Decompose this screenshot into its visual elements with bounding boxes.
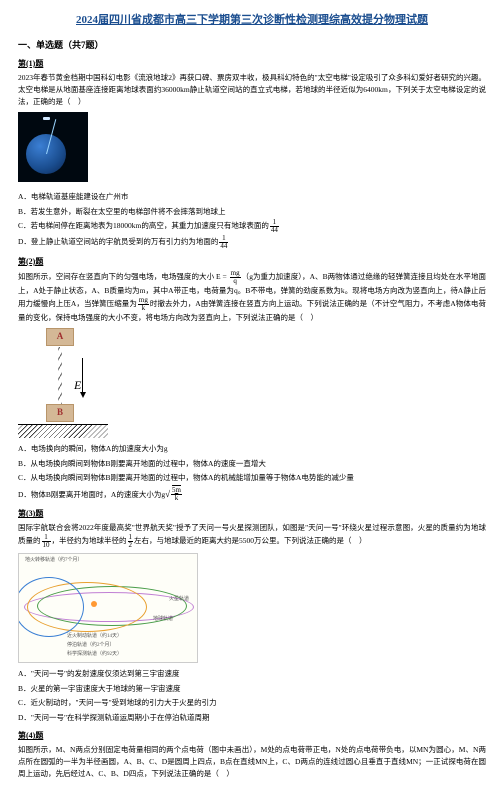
q2-header: 第(2)题 [18,256,486,268]
section-1-header: 一、单选题（共7题） [18,39,486,53]
q2-figure: A E B [18,328,486,438]
q3-frac2: 12 [127,534,135,549]
q1-d-text: D．登上静止轨道空间站的宇航员受到的万有引力约为地面的 [18,237,218,246]
fig3-label-7: 科学探测轨道（约92天） [67,651,122,659]
q1-header: 第(1)题 [18,58,486,70]
q1-option-b: B．若发生意外，断裂在太空里的电梯部件将不会摔落到地球上 [18,205,486,219]
fig3-label-mars: 火星轨道 [169,596,189,604]
q3-figure: 地火转移轨道（约7个月） 火星轨道 地球轨道 近火制动轨道（约14天） 停泊轨道… [18,553,486,663]
q3-text: 国际宇航联合会将2022年度最高奖"世界航天奖"授予了天问一号火星探测团队，如图… [18,522,486,549]
q4-header: 第(4)题 [18,730,486,742]
fig3-label-earth: 地球轨道 [153,616,173,624]
e-label: E [74,376,81,394]
sun-marker [91,601,97,607]
ground-hatch [18,424,108,438]
q2-frac2: mgk [137,297,150,312]
fig3-label-6: 停泊轨道（约2个月） [67,642,115,650]
block-b: B [46,404,74,422]
q2-option-b: B．从电场换向瞬间到物体B刚要离开地面的过程中，物体A的速度一直增大 [18,457,486,471]
q1-text: 2023年春节黄金档期中国科幻电影《流浪地球2》再获口碑、票房双丰收，极具科幻特… [18,72,486,108]
block-a: A [46,328,74,346]
q2-text-pre: 如图所示，空间存在竖直向下的匀强电场，电场强度的大小 E = [18,272,229,281]
q3-text-end: 左右，与地球最近的距离大约是5500万公里。下列说法正确的是（ ） [134,537,367,546]
spring-icon [58,347,62,404]
q3-option-a: A．"天问一号"的发射速度仅须达到第三宇宙速度 [18,667,486,681]
exam-title: 2024届四川省成都市高三下学期第三次诊断性检测理综高效提分物理试题 [18,12,486,29]
station-icon [43,117,50,120]
field-arrow-line [82,358,83,393]
q3-header: 第(3)题 [18,508,486,520]
q1-figure [18,112,486,186]
q2-option-c: C．从电场换向瞬间到物体B刚要离开地面的过程中，物体A的机械能增加量等于物体A电… [18,471,486,485]
q3-option-b: B．火星的第一宇宙速度大于地球的第一宇宙速度 [18,682,486,696]
q1-c-fraction: 144 [269,219,280,234]
q1-option-c: C．若电梯间停在距离地表为18000km的高空，其重力加速度只有地球表面的144 [18,219,486,234]
q3-text-mid: ，半径约为地球半径的 [52,537,127,546]
q1-d-fraction: 144 [218,235,229,250]
q1-c-text: C．若电梯间停在距离地表为18000km的高空，其重力加速度只有地球表面的 [18,221,269,230]
q3-frac1: 110 [41,534,52,549]
q1-option-a: A．电梯轨道基座能建设在广州市 [18,190,486,204]
q2-text: 如图所示，空间存在竖直向下的匀强电场，电场强度的大小 E = mgq（g为重力加… [18,270,486,324]
q1-option-d: D．登上静止轨道空间站的宇航员受到的万有引力约为地面的144 [18,235,486,250]
q4-text: 如图所示，M、N两点分别固定电荷量相同的两个点电荷（图中未画出），M处的点电荷带… [18,744,486,780]
q2-frac1: mgq [229,270,242,285]
q2-d-sqrt-frac: 5mk [170,487,183,502]
q2-option-a: A．电场换向的瞬间，物体A的加速度大小为g [18,442,486,456]
q2-option-d: D．物体B刚要离开地面时，A的速度大小为g√5mk [18,486,486,503]
fig3-label-5: 近火制动轨道（约14天） [67,633,122,641]
q2-d-pre: D．物体B刚要离开地面时，A的速度大小为 [18,490,161,499]
fig3-label-1: 地火转移轨道（约7个月） [25,557,83,565]
q3-option-c: C．近火制动时，"天问一号"受到地球的引力大于火星的引力 [18,696,486,710]
